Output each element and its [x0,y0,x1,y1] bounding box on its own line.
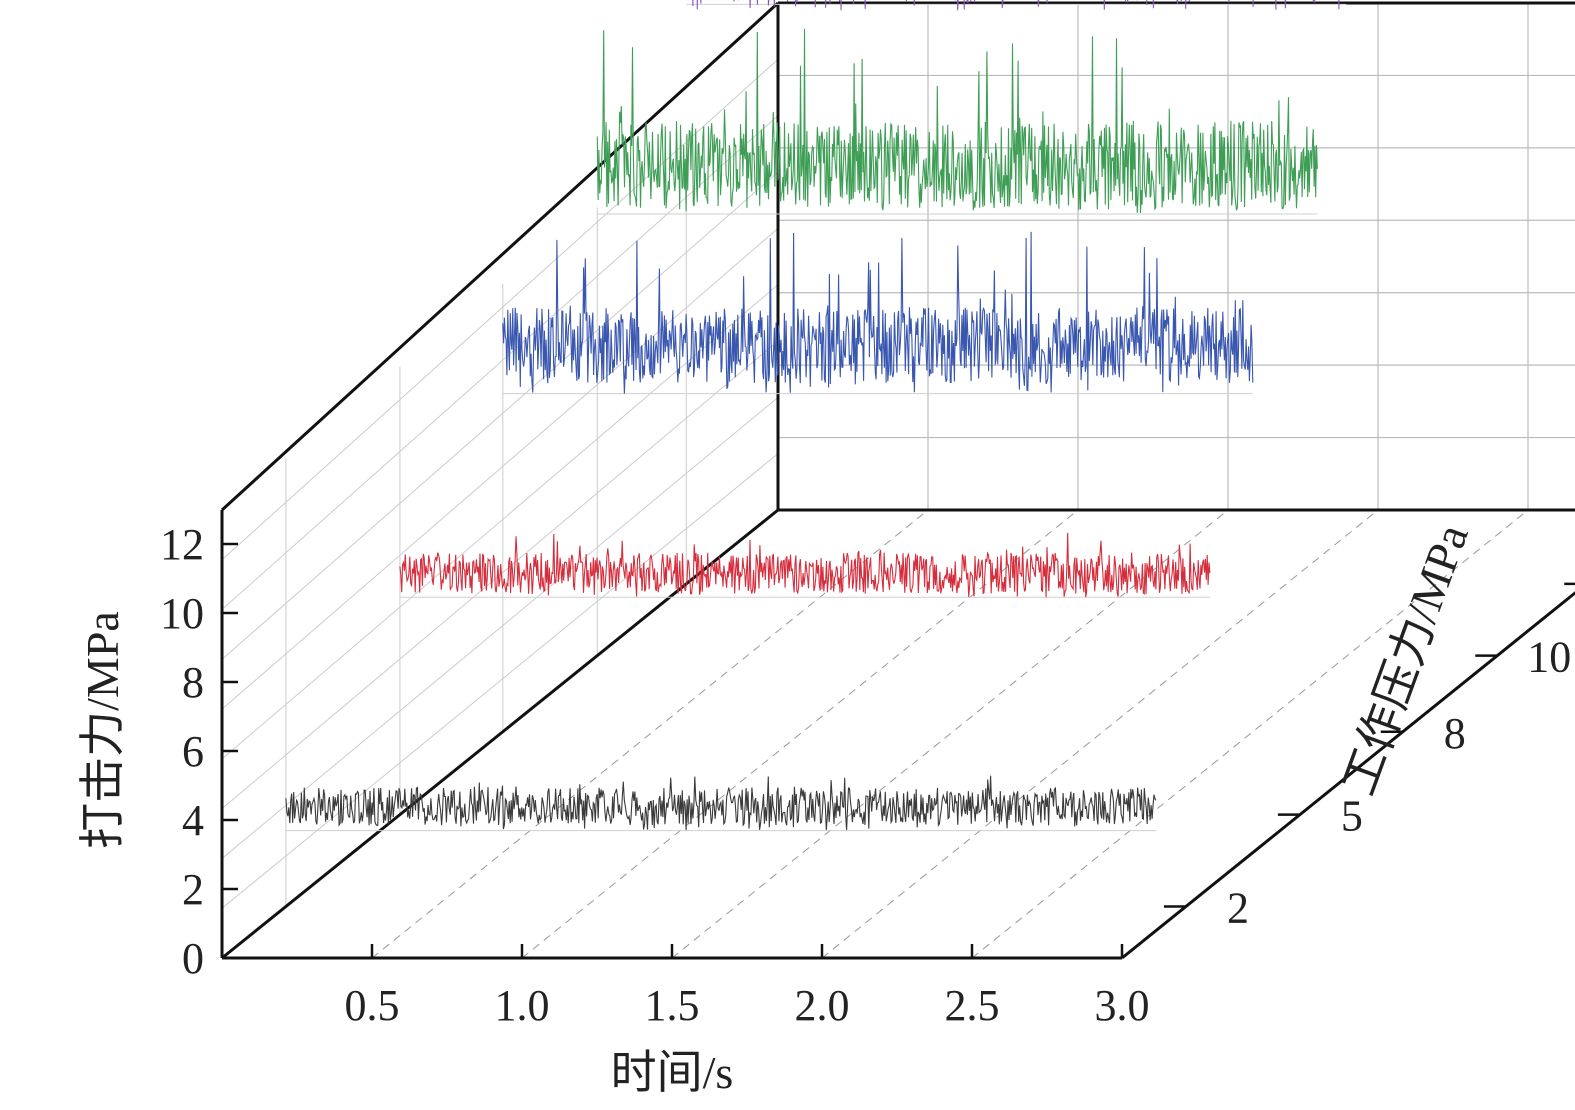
gridline [221,171,779,660]
z-tick-label: 8 [182,658,204,707]
z-tick-label: 2 [182,865,204,914]
series-line-5mpa [399,532,1211,598]
series-layer [285,0,1347,832]
depth-tick-label: 5 [1341,792,1363,841]
gridline [221,115,779,610]
depth-axis-title: 工作压力/MPa [1333,518,1478,802]
z-tick-label: 12 [160,520,204,569]
gridline [221,227,779,710]
series-line-10mpa [596,28,1318,214]
x-tick-label: 1.0 [495,981,550,1030]
x-tick-label: 2.0 [795,981,850,1030]
depth-tick-label: 10 [1527,633,1571,682]
x-tick-label: 2.5 [945,981,1000,1030]
z-tick-label: 10 [160,589,204,638]
depth-tick-label: 2 [1227,883,1249,932]
gridline [521,509,1079,959]
gridline [221,453,779,909]
tick-layer: 0.51.01.52.02.53.00246810122581012 [160,520,1575,1030]
depth-tick-label: 8 [1444,709,1466,758]
gridline [221,284,779,760]
z-tick-label: 0 [182,934,204,983]
gridline [221,396,779,859]
z-tick-label: 6 [182,727,204,776]
x-tick-label: 3.0 [1095,981,1150,1030]
gridline [971,509,1529,959]
axis-frame-line [221,508,779,960]
x-axis-title: 时间/s [611,1047,734,1098]
z-axis-title: 打击力/MPa [77,611,128,849]
axis-frame-line [1121,591,1575,960]
series-line-8mpa [502,231,1254,394]
gridline [371,509,929,959]
x-tick-label: 1.5 [645,981,700,1030]
x-tick-label: 0.5 [345,981,400,1030]
gridline [221,58,779,561]
gridline [821,509,1379,959]
axis-frame-line [220,1,780,512]
series-line-2mpa [285,775,1157,831]
z-tick-label: 4 [182,796,204,845]
